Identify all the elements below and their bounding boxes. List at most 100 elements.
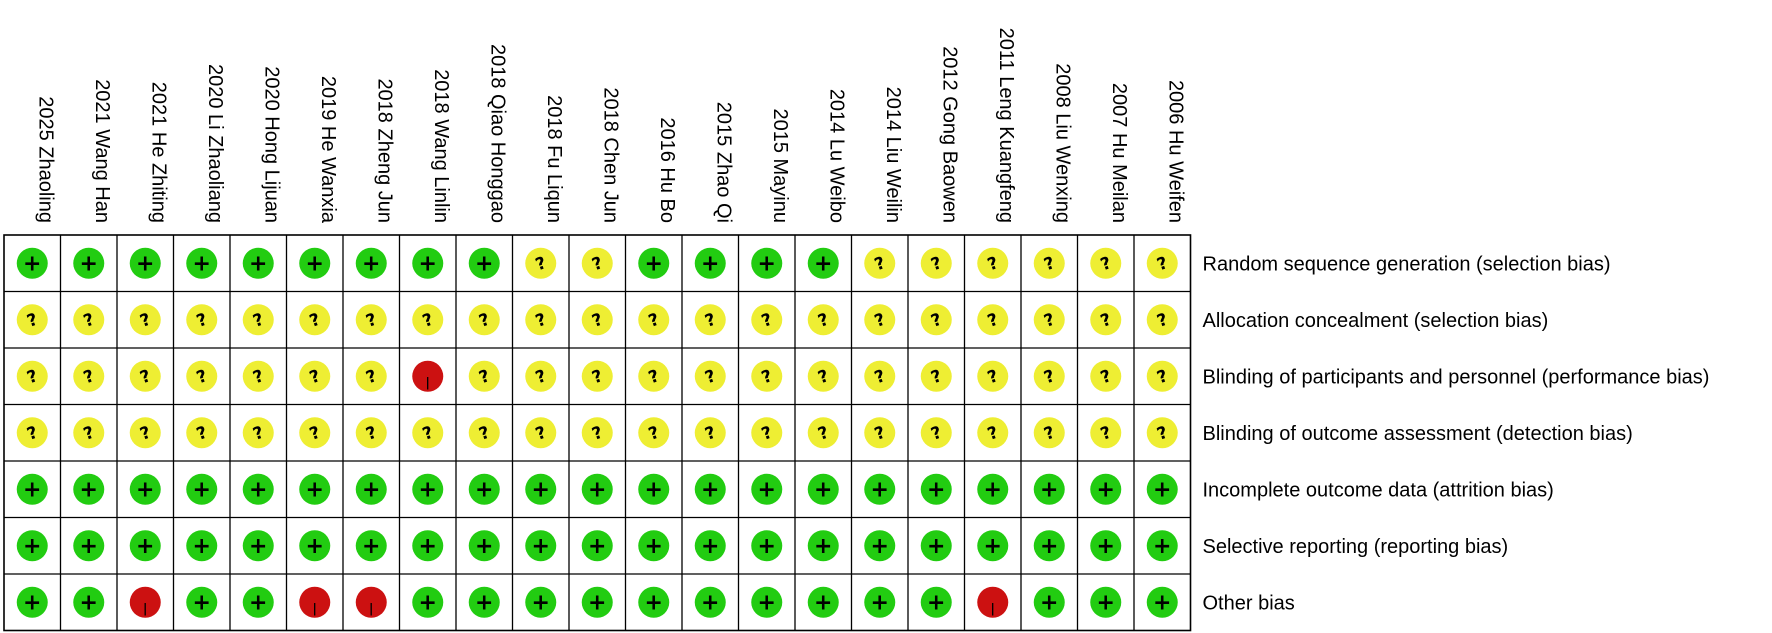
unclear-risk-mark: ? xyxy=(1090,360,1122,392)
judgement-circle xyxy=(638,247,670,279)
judgement-symbol: + xyxy=(984,477,1002,502)
judgement-symbol: | xyxy=(369,601,373,615)
judgement-symbol: + xyxy=(80,534,98,559)
low-risk-mark: + xyxy=(412,530,444,562)
high-risk-mark: | xyxy=(299,586,331,618)
judgement-circle xyxy=(412,530,444,562)
unclear-risk-mark: ? xyxy=(468,304,500,336)
judgement-circle xyxy=(355,530,387,562)
judgement-circle xyxy=(864,530,896,562)
judgement-circle xyxy=(1090,360,1122,392)
low-risk-mark: + xyxy=(1146,586,1178,618)
unclear-risk-mark: ? xyxy=(412,417,444,449)
judgement-circle xyxy=(977,247,1009,279)
unclear-risk-mark: ? xyxy=(299,360,331,392)
low-risk-mark: + xyxy=(468,586,500,618)
judgement-circle xyxy=(864,473,896,505)
judgement-symbol: + xyxy=(984,534,1002,559)
judgement-circle xyxy=(581,530,613,562)
judgement-symbol: + xyxy=(532,534,550,559)
judgement-circle xyxy=(1033,360,1065,392)
judgement-circle xyxy=(1090,304,1122,336)
judgement-circle xyxy=(864,360,896,392)
low-risk-mark: + xyxy=(638,530,670,562)
low-risk-mark: + xyxy=(920,586,952,618)
judgement-symbol: + xyxy=(419,590,437,615)
judgement-circle xyxy=(751,530,783,562)
unclear-risk-mark: ? xyxy=(129,360,161,392)
judgement-circle xyxy=(468,530,500,562)
unclear-risk-mark: ? xyxy=(977,360,1009,392)
judgement-circle xyxy=(807,304,839,336)
unclear-risk-mark: ? xyxy=(1146,304,1178,336)
low-risk-mark: + xyxy=(412,586,444,618)
judgement-circle xyxy=(1090,417,1122,449)
judgement-circle xyxy=(242,304,274,336)
judgement-symbol: + xyxy=(1153,590,1171,615)
unclear-risk-mark: ? xyxy=(977,417,1009,449)
unclear-risk-mark: ? xyxy=(864,304,896,336)
judgement-symbol: + xyxy=(758,477,776,502)
study-label: 2021 He Zhiting xyxy=(147,82,169,223)
judgement-symbol: + xyxy=(701,534,719,559)
domain-label: Incomplete outcome data (attrition bias) xyxy=(1203,479,1554,501)
judgement-circle xyxy=(186,304,218,336)
unclear-risk-mark: ? xyxy=(299,304,331,336)
low-risk-mark: + xyxy=(807,473,839,505)
judgement-circle xyxy=(129,473,161,505)
judgement-circle xyxy=(355,360,387,392)
judgement-symbol: + xyxy=(193,590,211,615)
judgement-circle xyxy=(355,586,387,618)
unclear-risk-mark: ? xyxy=(694,417,726,449)
judgement-circle xyxy=(1146,360,1178,392)
low-risk-mark: + xyxy=(581,473,613,505)
judgement-circle xyxy=(920,360,952,392)
judgement-circle xyxy=(694,473,726,505)
unclear-risk-mark: ? xyxy=(977,247,1009,279)
unclear-risk-mark: ? xyxy=(468,417,500,449)
low-risk-mark: + xyxy=(807,586,839,618)
low-risk-mark: + xyxy=(751,473,783,505)
judgement-symbol: + xyxy=(1040,477,1058,502)
low-risk-mark: + xyxy=(186,473,218,505)
judgement-circle xyxy=(73,473,105,505)
judgement-symbol: + xyxy=(1097,534,1115,559)
low-risk-mark: + xyxy=(1033,530,1065,562)
judgement-circle xyxy=(920,473,952,505)
judgement-circle xyxy=(751,417,783,449)
judgement-circle xyxy=(186,530,218,562)
judgement-symbol: + xyxy=(758,534,776,559)
judgement-symbol: | xyxy=(991,601,995,615)
unclear-risk-mark: ? xyxy=(468,360,500,392)
low-risk-mark: + xyxy=(1033,586,1065,618)
judgement-symbol: | xyxy=(143,601,147,615)
judgement-circle xyxy=(468,360,500,392)
judgement-circle xyxy=(525,473,557,505)
judgement-circle xyxy=(355,473,387,505)
judgement-circle xyxy=(977,473,1009,505)
judgement-symbol: + xyxy=(249,590,267,615)
judgement-circle xyxy=(638,304,670,336)
unclear-risk-mark: ? xyxy=(355,360,387,392)
judgement-symbol: + xyxy=(927,477,945,502)
judgement-circle xyxy=(525,586,557,618)
low-risk-mark: + xyxy=(186,586,218,618)
unclear-risk-mark: ? xyxy=(581,247,613,279)
judgement-symbol: + xyxy=(1097,477,1115,502)
judgement-symbol: + xyxy=(249,534,267,559)
judgement-circle xyxy=(412,417,444,449)
judgement-circle xyxy=(468,304,500,336)
unclear-risk-mark: ? xyxy=(1033,304,1065,336)
study-labels: 2025 Zhaoling 2021 Wang Han 2021 He Zhitin… xyxy=(34,28,1186,224)
judgement-circle xyxy=(864,417,896,449)
unclear-risk-mark: ? xyxy=(16,304,48,336)
judgement-symbol: + xyxy=(475,590,493,615)
low-risk-mark: + xyxy=(129,247,161,279)
judgement-symbol: + xyxy=(758,251,776,276)
study-label: 2015 Mayinu xyxy=(769,108,791,223)
judgement-circle xyxy=(16,417,48,449)
study-label: 2019 He Wanxia xyxy=(317,76,339,224)
judgement-circle xyxy=(16,247,48,279)
low-risk-mark: + xyxy=(525,530,557,562)
judgement-symbol: + xyxy=(362,251,380,276)
